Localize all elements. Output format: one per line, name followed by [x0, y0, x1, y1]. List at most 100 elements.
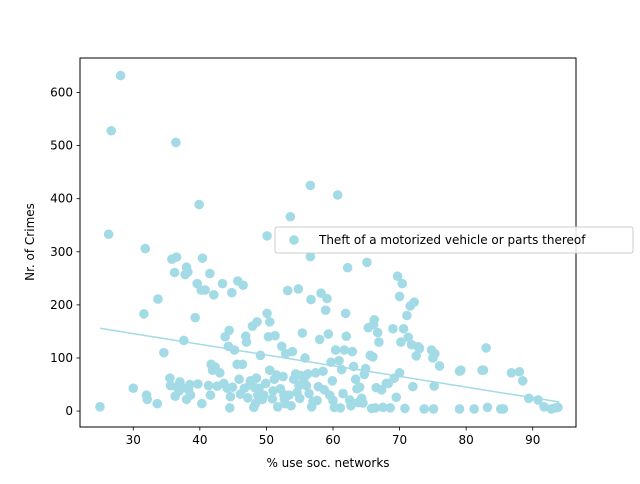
data-point: [278, 371, 288, 382]
data-point: [340, 308, 351, 319]
data-point: [106, 125, 117, 136]
y-axis: 0 100 200 300 400 500 600: [50, 86, 80, 418]
data-point: [350, 374, 361, 385]
data-point: [224, 403, 235, 413]
data-point: [203, 380, 214, 391]
data-point: [402, 310, 412, 321]
y-tick-label: 400: [50, 192, 73, 206]
x-axis: 30 40 50 60 70 80 90: [126, 427, 540, 447]
data-point: [322, 293, 332, 304]
data-point: [305, 180, 316, 191]
data-point: [310, 368, 321, 378]
data-point: [539, 402, 549, 412]
y-tick-label: 600: [50, 86, 73, 100]
data-point: [312, 395, 322, 406]
data-point: [302, 369, 313, 379]
data-point: [341, 331, 352, 342]
data-point: [456, 365, 466, 375]
data-point: [346, 400, 356, 411]
data-point: [267, 394, 278, 404]
data-point: [429, 381, 439, 391]
data-point: [276, 341, 287, 352]
data-point: [394, 291, 405, 302]
plot-area: [95, 70, 563, 414]
data-point: [482, 402, 493, 413]
data-point: [293, 284, 304, 294]
data-point: [190, 312, 200, 323]
data-point: [183, 385, 194, 395]
data-point: [270, 330, 280, 341]
data-point: [242, 392, 253, 403]
data-point: [327, 376, 338, 386]
data-point: [205, 390, 216, 400]
data-point: [411, 351, 422, 361]
data-point: [320, 305, 331, 315]
data-point: [152, 398, 163, 409]
data-point: [209, 289, 219, 300]
data-point: [255, 350, 266, 361]
data-point: [139, 309, 149, 319]
data-point: [388, 323, 398, 334]
data-point: [200, 285, 210, 295]
data-point: [159, 347, 169, 358]
data-point: [392, 271, 403, 282]
data-point: [342, 262, 353, 273]
x-tick-label: 50: [259, 433, 274, 447]
data-point: [370, 403, 381, 413]
data-point: [434, 361, 445, 371]
data-point: [197, 253, 208, 263]
legend: Theft of a motorized vehicle or parts th…: [274, 226, 634, 254]
data-point: [398, 323, 409, 334]
data-point: [347, 346, 358, 357]
data-point: [294, 393, 305, 404]
data-point: [478, 365, 489, 375]
data-point: [553, 402, 563, 413]
data-point: [234, 374, 244, 385]
data-point: [517, 376, 528, 386]
data-point: [385, 403, 396, 413]
data-point: [262, 308, 272, 319]
data-point: [285, 211, 296, 222]
data-point: [339, 345, 350, 355]
data-point: [251, 373, 262, 383]
data-point: [469, 404, 479, 414]
data-point: [400, 403, 410, 414]
data-point: [264, 317, 275, 327]
data-point: [391, 392, 402, 403]
data-point: [224, 325, 234, 336]
data-point: [238, 280, 248, 291]
data-point: [297, 328, 308, 338]
data-point: [362, 257, 372, 268]
data-point: [306, 294, 316, 305]
data-point: [171, 252, 182, 262]
legend-box: [274, 226, 634, 254]
data-point: [183, 267, 193, 277]
y-tick-label: 300: [50, 245, 73, 259]
data-point: [227, 382, 238, 392]
data-point: [506, 368, 517, 378]
data-point: [330, 345, 341, 355]
data-point: [338, 388, 348, 399]
x-tick-label: 30: [126, 433, 141, 447]
data-point: [369, 314, 380, 325]
data-point: [419, 404, 430, 414]
data-point: [241, 337, 252, 347]
data-point: [103, 229, 114, 240]
data-point: [481, 343, 491, 353]
data-point: [304, 388, 314, 399]
data-point: [514, 366, 525, 377]
data-point: [498, 404, 509, 414]
data-point: [264, 365, 275, 375]
x-axis-label: % use soc. networks: [266, 456, 389, 470]
data-point: [454, 404, 465, 414]
data-point: [226, 287, 237, 298]
data-point: [237, 359, 248, 370]
data-point: [318, 366, 328, 377]
data-point: [286, 400, 296, 411]
data-point: [305, 251, 316, 262]
data-point: [374, 337, 384, 347]
data-point: [215, 368, 225, 378]
data-point: [225, 391, 236, 402]
data-point: [301, 380, 312, 391]
